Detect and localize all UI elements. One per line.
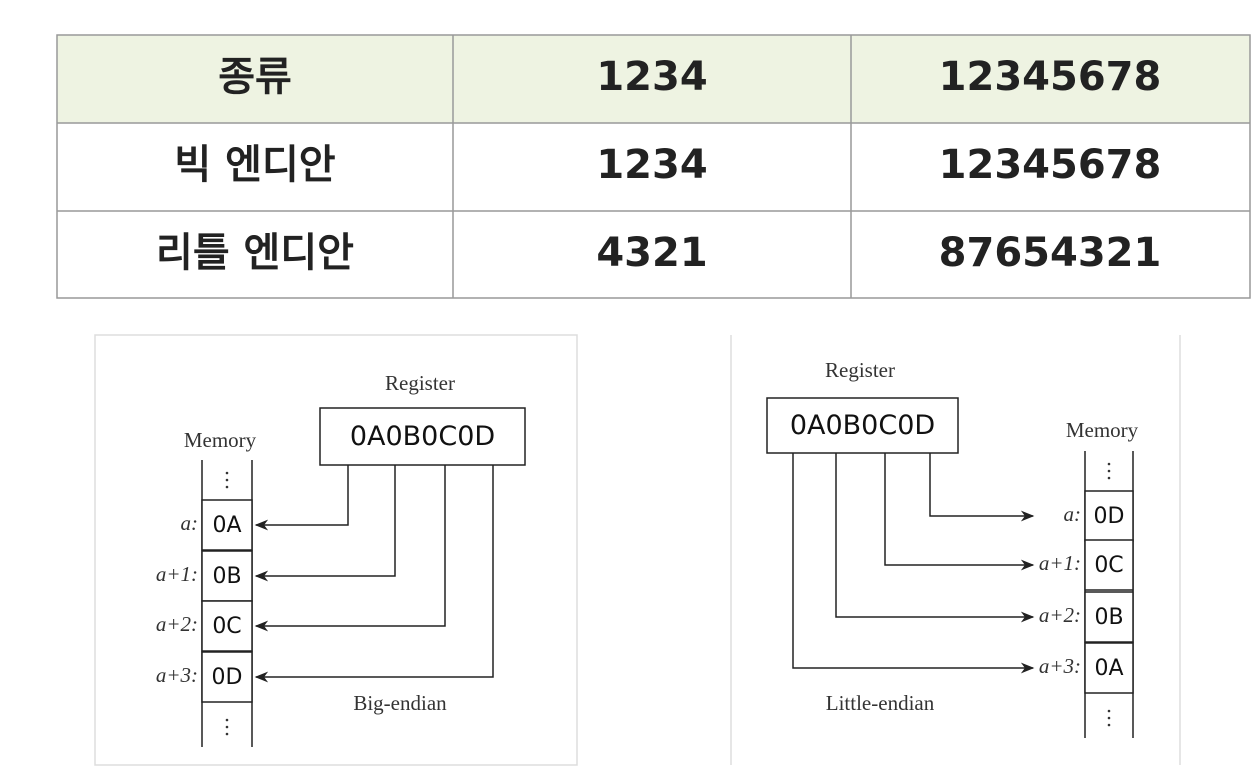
table-cell: 87654321: [939, 230, 1162, 276]
header-cell: 1234: [596, 54, 707, 100]
ellipsis-dot: [225, 478, 229, 482]
address: a+1:: [1039, 551, 1081, 575]
ellipsis-dot: [1107, 723, 1111, 727]
arrow: [254, 465, 396, 582]
arrow: [254, 465, 494, 683]
memory-cell: [201, 550, 253, 602]
memory-value: 0B: [1094, 605, 1123, 630]
arrow: [254, 465, 349, 531]
memory-value: 0A: [212, 513, 241, 538]
ellipsis-dot: [225, 485, 229, 489]
caption: Big-endian: [353, 691, 447, 715]
header-cell: 12345678: [939, 54, 1162, 100]
caption: Little-endian: [826, 691, 935, 715]
memory-cell: [201, 600, 253, 652]
memory-cell: [201, 499, 253, 551]
table-cell: 12345678: [939, 142, 1162, 188]
ellipsis-dot: [1107, 476, 1111, 480]
header-bg: [57, 35, 1250, 123]
arrow: [254, 465, 446, 632]
ellipsis-dot: [225, 725, 229, 729]
memory-cell: [1084, 539, 1134, 591]
ellipsis-dot: [225, 471, 229, 475]
memory-value: 0D: [212, 665, 243, 690]
memory-cell: [1084, 642, 1134, 694]
arrow: [792, 453, 1035, 674]
header-cell: 종류: [218, 54, 292, 100]
address: a:: [181, 511, 199, 535]
memory-value: 0C: [212, 614, 241, 639]
register-value: 0A0B0C0D: [350, 421, 495, 452]
memory-value: 0C: [1094, 553, 1123, 578]
register-label: Register: [825, 358, 895, 382]
register-value: 0A0B0C0D: [790, 410, 935, 441]
table-cell: 빅 엔디안: [174, 142, 335, 188]
ellipsis-dot: [1107, 469, 1111, 473]
ellipsis-dot: [1107, 462, 1111, 466]
address: a:: [1064, 502, 1082, 526]
table-cell: 1234: [596, 142, 707, 188]
ellipsis-dot: [1107, 716, 1111, 720]
ellipsis-dot: [1107, 709, 1111, 713]
arrow: [929, 453, 1035, 522]
memory-value: 0A: [1094, 656, 1123, 681]
memory-label: Memory: [184, 428, 257, 452]
address: a+2:: [156, 612, 198, 636]
memory-label: Memory: [1066, 418, 1139, 442]
register-box: [766, 397, 959, 454]
address: a+1:: [156, 562, 198, 586]
address: a+3:: [1039, 654, 1081, 678]
memory-value: 0D: [1094, 504, 1125, 529]
memory-value: 0B: [212, 564, 241, 589]
table-cell: 4321: [596, 230, 707, 276]
diagram-frame: [94, 334, 578, 766]
table-cell: 리틀 엔디안: [156, 230, 354, 276]
register-label: Register: [385, 371, 455, 395]
arrow: [835, 453, 1035, 623]
ellipsis-dot: [225, 718, 229, 722]
ellipsis-dot: [225, 732, 229, 736]
arrow: [884, 453, 1035, 571]
address: a+2:: [1039, 603, 1081, 627]
register-box: [319, 407, 526, 466]
memory-cell: [201, 651, 253, 703]
address: a+3:: [156, 663, 198, 687]
table-border: [56, 34, 1251, 299]
memory-cell: [1084, 591, 1134, 643]
